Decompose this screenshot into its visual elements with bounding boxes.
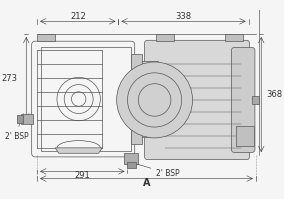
Text: 212: 212 xyxy=(70,12,86,21)
Bar xyxy=(17,115,23,123)
Bar xyxy=(124,153,138,164)
Bar xyxy=(156,34,174,41)
Bar xyxy=(142,61,158,137)
Text: 338: 338 xyxy=(176,12,192,21)
Bar xyxy=(131,54,142,144)
Text: 291: 291 xyxy=(74,171,90,180)
Bar xyxy=(127,162,136,168)
Bar xyxy=(252,96,259,103)
Bar xyxy=(225,34,243,41)
Bar xyxy=(236,126,254,146)
Text: 2' BSP: 2' BSP xyxy=(134,163,180,178)
Text: 2' BSP: 2' BSP xyxy=(5,122,28,141)
Circle shape xyxy=(117,62,193,138)
Text: 273: 273 xyxy=(1,74,17,83)
Text: A: A xyxy=(143,178,150,188)
Bar xyxy=(21,113,34,124)
FancyBboxPatch shape xyxy=(145,40,249,160)
Bar xyxy=(37,34,55,41)
Text: 368: 368 xyxy=(267,90,283,99)
FancyBboxPatch shape xyxy=(231,48,255,152)
Polygon shape xyxy=(55,148,102,153)
